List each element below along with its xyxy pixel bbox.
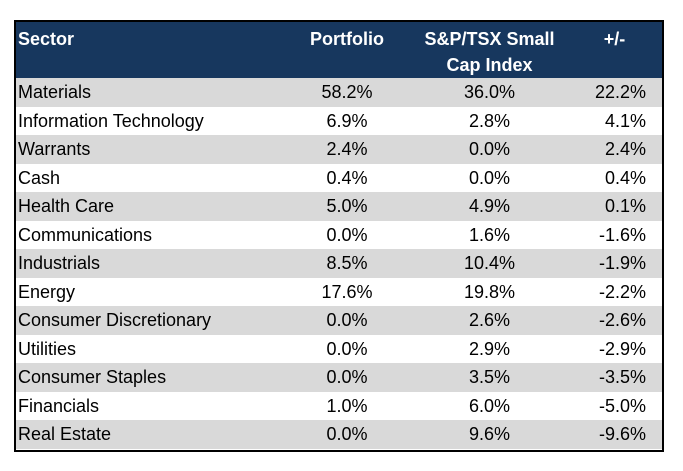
cell-sector: Materials	[16, 78, 282, 107]
cell-index: 4.9%	[412, 192, 567, 221]
header-sector: Sector	[16, 22, 282, 78]
cell-sector: Financials	[16, 391, 282, 420]
cell-index: 19.8%	[412, 277, 567, 306]
cell-sector: Cash	[16, 163, 282, 192]
cell-diff: 0.1%	[567, 192, 662, 221]
cell-sector: Energy	[16, 277, 282, 306]
cell-portfolio: 5.0%	[282, 192, 412, 221]
header-diff: +/-	[567, 22, 662, 78]
cell-sector: Consumer Staples	[16, 363, 282, 392]
header-index-line1: S&P/TSX Small	[424, 29, 555, 49]
table-row: Energy 17.6% 19.8% -2.2%	[16, 277, 662, 306]
table-row: Warrants 2.4% 0.0% 2.4%	[16, 135, 662, 164]
cell-portfolio: 0.0%	[282, 420, 412, 449]
cell-index: 9.6%	[412, 420, 567, 449]
cell-sector: Communications	[16, 220, 282, 249]
cell-diff: -3.5%	[567, 363, 662, 392]
sector-allocation-table: Sector Portfolio S&P/TSX Small Cap Index…	[16, 22, 662, 449]
cell-sector: Consumer Discretionary	[16, 306, 282, 335]
sector-allocation-table-frame: Sector Portfolio S&P/TSX Small Cap Index…	[14, 20, 664, 452]
cell-portfolio: 17.6%	[282, 277, 412, 306]
cell-diff: 2.4%	[567, 135, 662, 164]
cell-portfolio: 0.0%	[282, 306, 412, 335]
cell-diff: 22.2%	[567, 78, 662, 107]
cell-sector: Real Estate	[16, 420, 282, 449]
cell-index: 2.8%	[412, 106, 567, 135]
cell-index: 0.0%	[412, 163, 567, 192]
cell-sector: Utilities	[16, 334, 282, 363]
cell-portfolio: 0.0%	[282, 220, 412, 249]
cell-index: 36.0%	[412, 78, 567, 107]
cell-index: 6.0%	[412, 391, 567, 420]
table-row: Financials 1.0% 6.0% -5.0%	[16, 391, 662, 420]
cell-index: 10.4%	[412, 249, 567, 278]
table-row: Communications 0.0% 1.6% -1.6%	[16, 220, 662, 249]
table-row: Information Technology 6.9% 2.8% 4.1%	[16, 106, 662, 135]
cell-sector: Warrants	[16, 135, 282, 164]
cell-portfolio: 0.0%	[282, 334, 412, 363]
cell-portfolio: 6.9%	[282, 106, 412, 135]
cell-diff: -1.6%	[567, 220, 662, 249]
header-index: S&P/TSX Small Cap Index	[412, 22, 567, 78]
table-row: Health Care 5.0% 4.9% 0.1%	[16, 192, 662, 221]
header-index-line2: Cap Index	[446, 55, 533, 75]
cell-diff: -2.2%	[567, 277, 662, 306]
cell-diff: -1.9%	[567, 249, 662, 278]
cell-index: 2.6%	[412, 306, 567, 335]
table-row: Consumer Discretionary 0.0% 2.6% -2.6%	[16, 306, 662, 335]
cell-sector: Industrials	[16, 249, 282, 278]
cell-diff: -9.6%	[567, 420, 662, 449]
cell-diff: 0.4%	[567, 163, 662, 192]
cell-diff: 4.1%	[567, 106, 662, 135]
cell-portfolio: 0.4%	[282, 163, 412, 192]
cell-index: 0.0%	[412, 135, 567, 164]
cell-portfolio: 0.0%	[282, 363, 412, 392]
header-portfolio: Portfolio	[282, 22, 412, 78]
table-row: Consumer Staples 0.0% 3.5% -3.5%	[16, 363, 662, 392]
cell-diff: -2.6%	[567, 306, 662, 335]
cell-portfolio: 2.4%	[282, 135, 412, 164]
cell-index: 3.5%	[412, 363, 567, 392]
cell-diff: -2.9%	[567, 334, 662, 363]
cell-sector: Health Care	[16, 192, 282, 221]
table-row: Utilities 0.0% 2.9% -2.9%	[16, 334, 662, 363]
cell-diff: -5.0%	[567, 391, 662, 420]
table-row: Materials 58.2% 36.0% 22.2%	[16, 78, 662, 107]
table-row: Cash 0.4% 0.0% 0.4%	[16, 163, 662, 192]
table-body: Materials 58.2% 36.0% 22.2% Information …	[16, 78, 662, 449]
cell-portfolio: 1.0%	[282, 391, 412, 420]
cell-sector: Information Technology	[16, 106, 282, 135]
cell-portfolio: 58.2%	[282, 78, 412, 107]
table-row: Industrials 8.5% 10.4% -1.9%	[16, 249, 662, 278]
cell-portfolio: 8.5%	[282, 249, 412, 278]
header-row: Sector Portfolio S&P/TSX Small Cap Index…	[16, 22, 662, 78]
cell-index: 1.6%	[412, 220, 567, 249]
table-header: Sector Portfolio S&P/TSX Small Cap Index…	[16, 22, 662, 78]
table-row: Real Estate 0.0% 9.6% -9.6%	[16, 420, 662, 449]
cell-index: 2.9%	[412, 334, 567, 363]
